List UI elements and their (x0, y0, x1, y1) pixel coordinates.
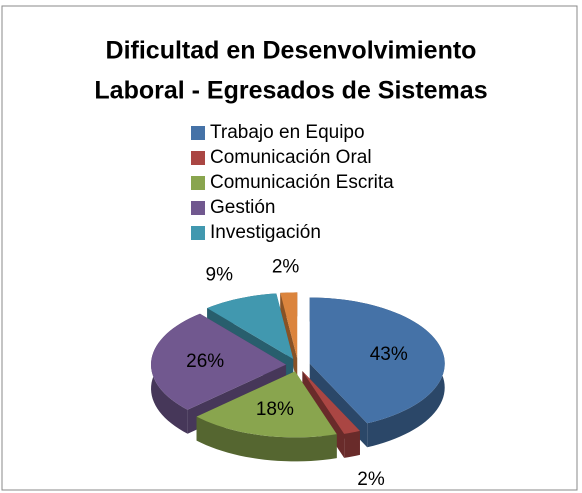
legend-swatch (191, 176, 205, 190)
data-label: 26% (186, 351, 224, 372)
legend-swatch (191, 151, 205, 165)
legend-label: Comunicación Escrita (210, 172, 394, 193)
pie-slice (207, 293, 294, 359)
legend-label: Gestión (210, 197, 275, 218)
data-label: 2% (357, 469, 385, 490)
pie-slice (196, 371, 337, 438)
pie-slice (302, 371, 360, 434)
legend-label: Comunicación Oral (210, 147, 372, 168)
legend-swatch (191, 201, 205, 215)
pie-slice (280, 292, 298, 359)
slice-side (196, 416, 337, 462)
chart-title-line-1: Dificultad en Desenvolvimiento (106, 37, 477, 65)
data-label: 18% (256, 399, 294, 420)
data-label: 43% (370, 344, 408, 365)
chart-title-line-2: Laboral - Egresados de Sistemas (94, 77, 487, 105)
legend-swatch (191, 126, 205, 140)
legend-swatch (191, 226, 205, 240)
legend-label: Investigación (210, 222, 321, 243)
pie-slice-group (196, 371, 337, 462)
data-label: 2% (272, 257, 300, 278)
legend-label: Trabajo en Equipo (210, 122, 365, 143)
slice-side (344, 430, 360, 458)
data-label: 9% (206, 264, 234, 285)
pie-slice (151, 313, 287, 410)
pie-slice (309, 297, 445, 424)
